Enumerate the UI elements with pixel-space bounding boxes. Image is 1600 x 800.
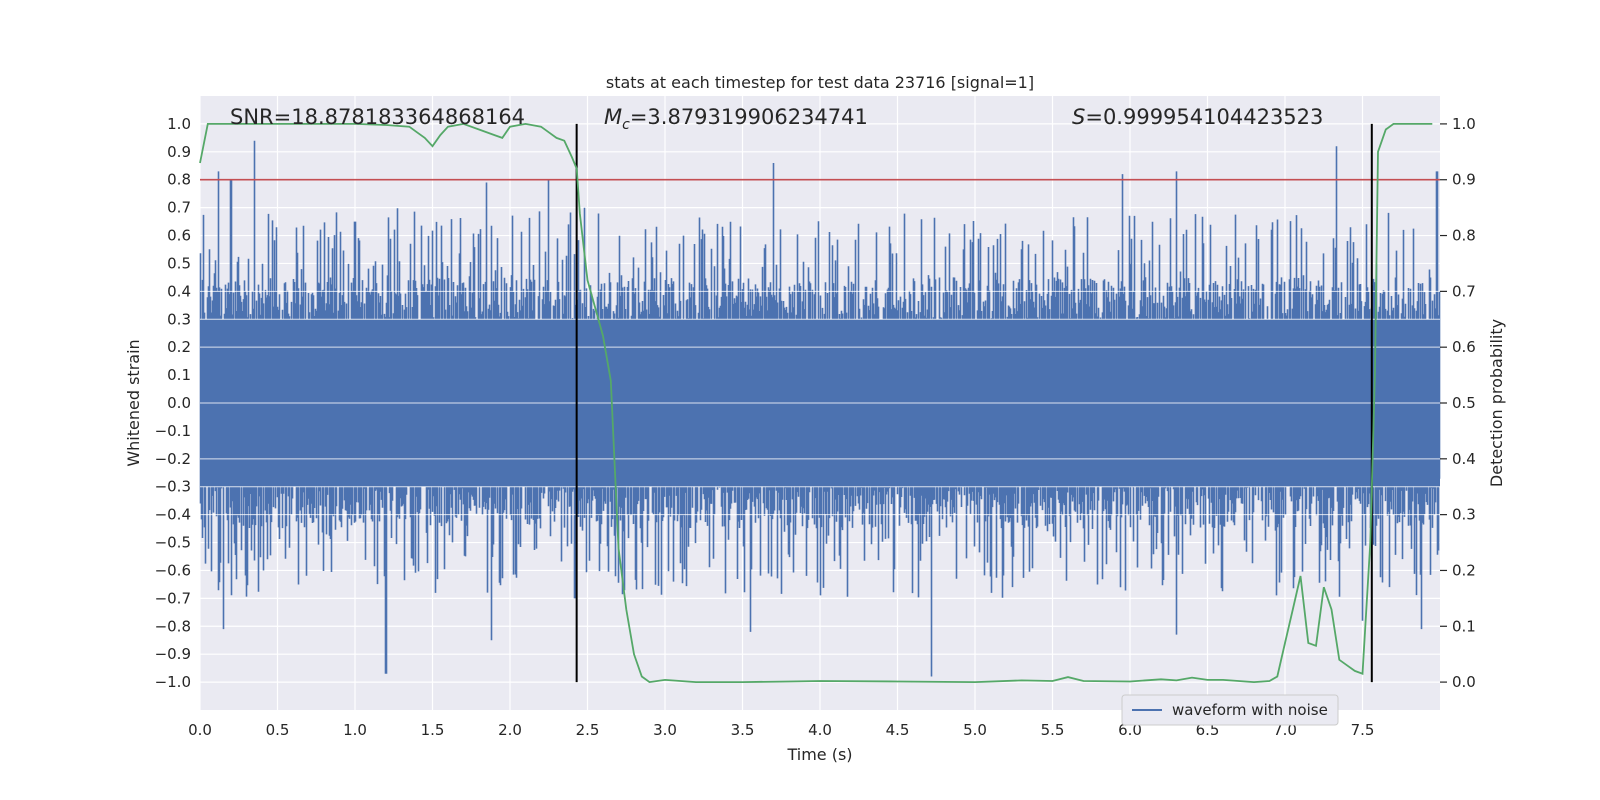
y-tick-label: 0.5 [167,254,191,272]
legend-box [1121,694,1339,726]
y2-axis-ticks: 1.0 0.9 0.8 0.7 0.6 0.5 0.4 0.3 0.2 0.1 0.0 [1440,115,1476,691]
y-tick-label: −0.6 [155,561,191,579]
y-tick-label: 0.8 [167,171,191,189]
y-tick-label: −0.9 [155,645,191,663]
y2-tick-label: 0.2 [1452,561,1476,579]
x-tick-label: 2.0 [498,721,522,739]
overlay-lines [200,123,1440,683]
probability-series [199,122,1433,684]
y-tick-label: −0.3 [155,478,191,496]
x-axis-label: Time (s) [786,745,852,764]
y2-axis-label: Detection probability [1487,319,1506,487]
y2-tick-label: 0.4 [1452,450,1476,468]
y-tick-label: −0.5 [155,534,191,552]
y-tick-label: 0.1 [167,366,191,384]
y-tick-label: 1.0 [167,115,191,133]
x-tick-label: 2.5 [576,721,600,739]
chirp-mass-annotation: Mc=3.879319906234741 [604,105,868,133]
x-tick-label: 1.0 [343,721,367,739]
y-tick-label: −1.0 [155,673,191,691]
legend: waveform with noise [1121,694,1339,726]
y-tick-label: 0.6 [167,227,191,245]
y2-tick-label: 0.1 [1452,617,1476,635]
y2-tick-label: 0.5 [1452,394,1476,412]
detection-score-annotation: S=0.999954104423523 [1072,105,1323,129]
y-tick-label: −0.8 [155,617,191,635]
y-axis-label: Whitened strain [124,339,143,466]
y-tick-label: 0.0 [167,394,191,412]
x-tick-label: 3.0 [653,721,677,739]
y2-tick-label: 0.0 [1452,673,1476,691]
y-tick-label: −0.2 [155,450,191,468]
x-axis-ticks: 0.0 0.5 1.0 1.5 2.0 2.5 3.0 3.5 4.0 4.5 5.0 5.5 6.0 6… [188,721,1374,739]
chirp-mass-value: =3.879319906234741 [630,105,868,129]
detection-score-value: =0.999954104423523 [1085,105,1323,129]
x-tick-label: 7.5 [1351,721,1375,739]
y-tick-label: 0.4 [167,282,191,300]
waveform-series [199,140,1441,677]
y-tick-label: 0.3 [167,310,191,328]
x-tick-label: 5.0 [963,721,987,739]
y-tick-label: 0.2 [167,338,191,356]
x-tick-label: 0.0 [188,721,212,739]
y2-tick-label: 0.9 [1452,171,1476,189]
y-tick-label: 0.7 [167,199,191,217]
x-tick-label: 3.5 [731,721,755,739]
y2-tick-label: 0.3 [1452,506,1476,524]
y-tick-label: −0.7 [155,589,191,607]
y2-tick-label: 0.6 [1452,338,1476,356]
y-tick-label: −0.4 [155,506,191,524]
chart-title: stats at each timestep for test data 237… [606,73,1034,92]
y-tick-label: −0.1 [155,422,191,440]
chirp-mass-symbol: M [604,105,622,129]
legend-label-waveform: waveform with noise [1172,701,1328,719]
detection-score-symbol: S [1072,105,1085,129]
x-tick-label: 0.5 [266,721,290,739]
chirp-mass-subscript: c [622,117,630,133]
y-axis-ticks: 1.0 0.9 0.8 0.7 0.6 0.5 0.4 0.3 0.2 0.1 0.0 −0.1 −0.… [155,115,191,691]
snr-annotation: SNR=18.878183364868164 [230,105,525,129]
probability-line [199,122,1433,684]
y2-tick-label: 1.0 [1452,115,1476,133]
y2-tick-label: 0.7 [1452,282,1476,300]
x-tick-label: 4.5 [886,721,910,739]
y2-tick-label: 0.8 [1452,227,1476,245]
y-tick-label: 0.9 [167,143,191,161]
x-tick-label: 1.5 [421,721,445,739]
x-tick-label: 4.0 [808,721,832,739]
x-tick-label: 5.5 [1041,721,1065,739]
